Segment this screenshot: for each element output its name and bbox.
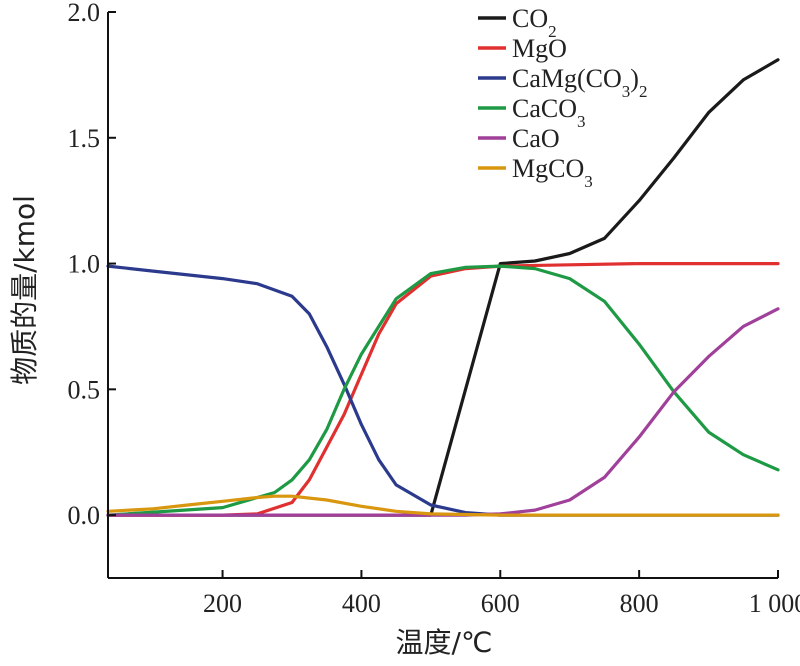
series-line-1 [106, 58, 780, 517]
tick-labels: 200 400 600 800 1 000 0.0 0.5 1.0 1.5 2.0 [68, 0, 800, 618]
legend-label: MgCO3 [512, 154, 593, 191]
y-tick-label: 1.5 [68, 124, 101, 153]
y-tick-label: 0.5 [68, 375, 101, 404]
x-tick-label: 1 000 [749, 589, 800, 618]
series-line-6 [106, 494, 780, 517]
axes [107, 11, 779, 579]
legend-label: CaMg(CO3)2 [512, 64, 647, 101]
x-tick-label: 400 [342, 589, 381, 618]
y-axis-title: 物质的量/kmol [8, 195, 41, 385]
legend-label: CaO [512, 124, 560, 153]
legend-label: MgO [512, 34, 567, 63]
series-layer [106, 58, 780, 517]
x-tick-label: 800 [620, 589, 659, 618]
x-tick-label: 200 [203, 589, 242, 618]
y-tick-label: 1.0 [68, 250, 101, 279]
series-line-2 [106, 262, 780, 517]
legend-label: CaCO3 [512, 94, 586, 131]
series-line-5 [106, 307, 780, 517]
y-tick-label: 2.0 [68, 0, 101, 27]
x-axis-title: 温度/℃ [396, 626, 493, 659]
legend-label: CO2 [512, 4, 557, 41]
y-tick-label: 0.0 [68, 501, 101, 530]
x-tick-label: 600 [481, 589, 520, 618]
series-line-4 [106, 264, 780, 517]
series-line-3 [106, 264, 780, 517]
